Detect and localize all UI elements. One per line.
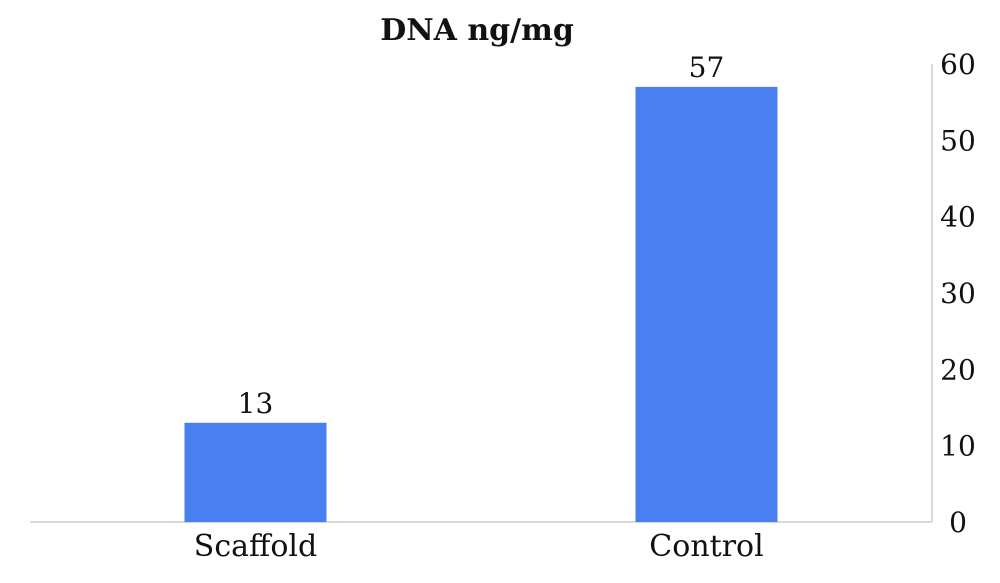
y-tick-label-40: 40 bbox=[940, 201, 976, 234]
data-label-control: 57 bbox=[689, 51, 725, 84]
y-tick-label-50: 50 bbox=[940, 124, 976, 157]
category-label-scaffold: Scaffold bbox=[194, 529, 317, 564]
y-tick-label-20: 20 bbox=[940, 353, 976, 386]
y-tick-label-30: 30 bbox=[940, 277, 976, 310]
y-tick-labels-group: 0 10 20 30 40 50 60 bbox=[940, 48, 976, 539]
chart-title: DNA ng/mg bbox=[380, 13, 574, 48]
data-labels-group: 13 57 bbox=[238, 51, 725, 420]
y-tick-label-60: 60 bbox=[940, 48, 976, 81]
bar-scaffold bbox=[184, 422, 327, 522]
bar-control bbox=[635, 86, 778, 523]
y-tick-label-0: 0 bbox=[949, 506, 967, 539]
data-label-scaffold: 13 bbox=[238, 387, 274, 420]
y-tick-label-10: 10 bbox=[940, 430, 976, 463]
category-labels-group: Scaffold Control bbox=[194, 529, 764, 564]
bars-group bbox=[184, 86, 778, 523]
category-label-control: Control bbox=[649, 529, 763, 564]
